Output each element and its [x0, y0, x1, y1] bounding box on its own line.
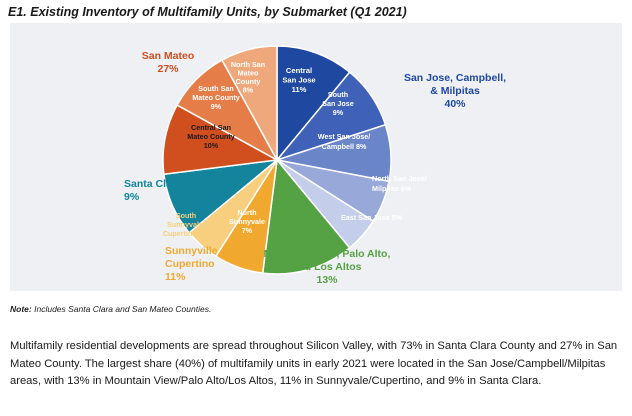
group-label-3: Sunnyville & Cupertino 11% — [165, 245, 228, 283]
slice-label-5-line: North — [237, 208, 256, 217]
slice-label-1-line: 9% — [333, 108, 344, 117]
slice-label-8-line: South San — [198, 84, 234, 93]
group-label-1-line: 27% — [157, 63, 179, 75]
group-label-3-line: Cupertino — [165, 258, 215, 270]
group-label-2: Santa Clara 9% — [124, 178, 182, 203]
pie-slice-north-san-mateo-county — [221, 45, 278, 161]
note-label: Note: — [10, 304, 32, 314]
slice-label-9-line: Mateo — [238, 69, 259, 78]
slice-label-9-line: North San — [231, 60, 265, 69]
chart-title: E1. Existing Inventory of Multifamily Un… — [8, 5, 407, 19]
slice-label-6-line: Sunnyvale/ — [167, 220, 205, 229]
group-label-0: San Jose, Campbell, & Milpitas 40% — [404, 72, 506, 110]
slice-label-0-line: Central — [286, 66, 312, 75]
slice-label-7-line: Central San — [191, 123, 231, 132]
slice-label-0-line: San Jose — [282, 76, 315, 85]
group-label-0-line: 40% — [444, 98, 466, 110]
pie-slice-mountain-view-palo-alto-and-los-altos — [261, 158, 351, 275]
group-label-1-line: San Mateo — [142, 50, 195, 62]
slice-label-1-line: South — [328, 90, 348, 99]
slice-label-6: South Sunnyvale/Cupertino 5% — [163, 211, 210, 238]
slice-label-9-line: 8% — [243, 86, 254, 95]
body-paragraph: Multifamily residential developments are… — [10, 340, 618, 388]
pie-slice-central-san-jose — [276, 45, 351, 163]
slice-label-4: East San Jose 5% — [341, 213, 403, 222]
slice-label-0-line: 11% — [292, 85, 307, 94]
slice-label-7: Central San Mateo County 10% — [187, 123, 235, 150]
group-label-2-line: 9% — [124, 191, 140, 203]
pie-chart: Central San Jose 11%South San Jose 9%West Sa… — [124, 45, 506, 286]
slice-label-4-line: East San Jose 5% — [341, 213, 403, 222]
slice-label-5-line: 7% — [242, 226, 253, 235]
slice-label-9: North San Mateo County 8% — [231, 60, 265, 95]
slice-label-5: North Sunnyvale 7% — [229, 208, 265, 235]
note-text: Includes Santa Clara and San Mateo Count… — [34, 304, 212, 314]
slice-label-9-line: County — [236, 77, 261, 86]
slice-label-1: South San Jose 9% — [322, 90, 354, 117]
slice-label-6-line: South — [176, 211, 196, 220]
group-label-3-line: 11% — [165, 271, 186, 283]
slice-label-7-line: Mateo County — [187, 132, 235, 141]
slice-label-8-line: 9% — [211, 102, 222, 111]
slice-label-1-line: San Jose — [322, 99, 354, 108]
slice-label-3-line: Milpitas 6% — [372, 184, 412, 193]
group-label-4: Mountain View, Palo Alto, and Los Altos 13… — [264, 248, 391, 286]
group-label-0-line: San Jose, Campbell, — [404, 72, 506, 84]
slice-label-2-line: Campbell 8% — [322, 142, 367, 151]
slice-label-8-line: Mateo County — [192, 93, 240, 102]
group-label-2-line: Santa Clara — [124, 178, 182, 190]
group-label-0-line: & Milpitas — [430, 85, 480, 97]
chart-note: Note: Includes Santa Clara and San Mateo… — [10, 304, 211, 314]
slice-label-7-line: 10% — [204, 141, 219, 150]
slice-label-5-line: Sunnyvale — [229, 217, 265, 226]
slice-label-3: North San Jose/Milpitas 6% — [372, 174, 427, 193]
slice-label-2: West San Jose/Campbell 8% — [318, 132, 371, 151]
chart-panel: Central San Jose 11% South San Jose 9% West Sa… — [10, 23, 622, 291]
pie-slice-central-san-mateo-county — [162, 104, 280, 176]
slice-label-0: Central San Jose 11% — [282, 66, 315, 94]
group-label-4-line: Mountain View, Palo Alto, — [264, 248, 391, 260]
group-label-1: San Mateo 27% — [142, 50, 195, 75]
slice-label-3-line: North San Jose/ — [372, 174, 427, 183]
group-label-4-line: and Los Altos — [292, 261, 361, 273]
slice-label-2-line: West San Jose/ — [318, 132, 371, 141]
group-label-3-line: Sunnyville & — [165, 245, 228, 257]
slice-label-6-line: Cupertino 5% — [163, 229, 210, 238]
group-label-4-line: 13% — [316, 274, 338, 286]
slice-label-8: South San Mateo County 9% — [192, 84, 240, 111]
